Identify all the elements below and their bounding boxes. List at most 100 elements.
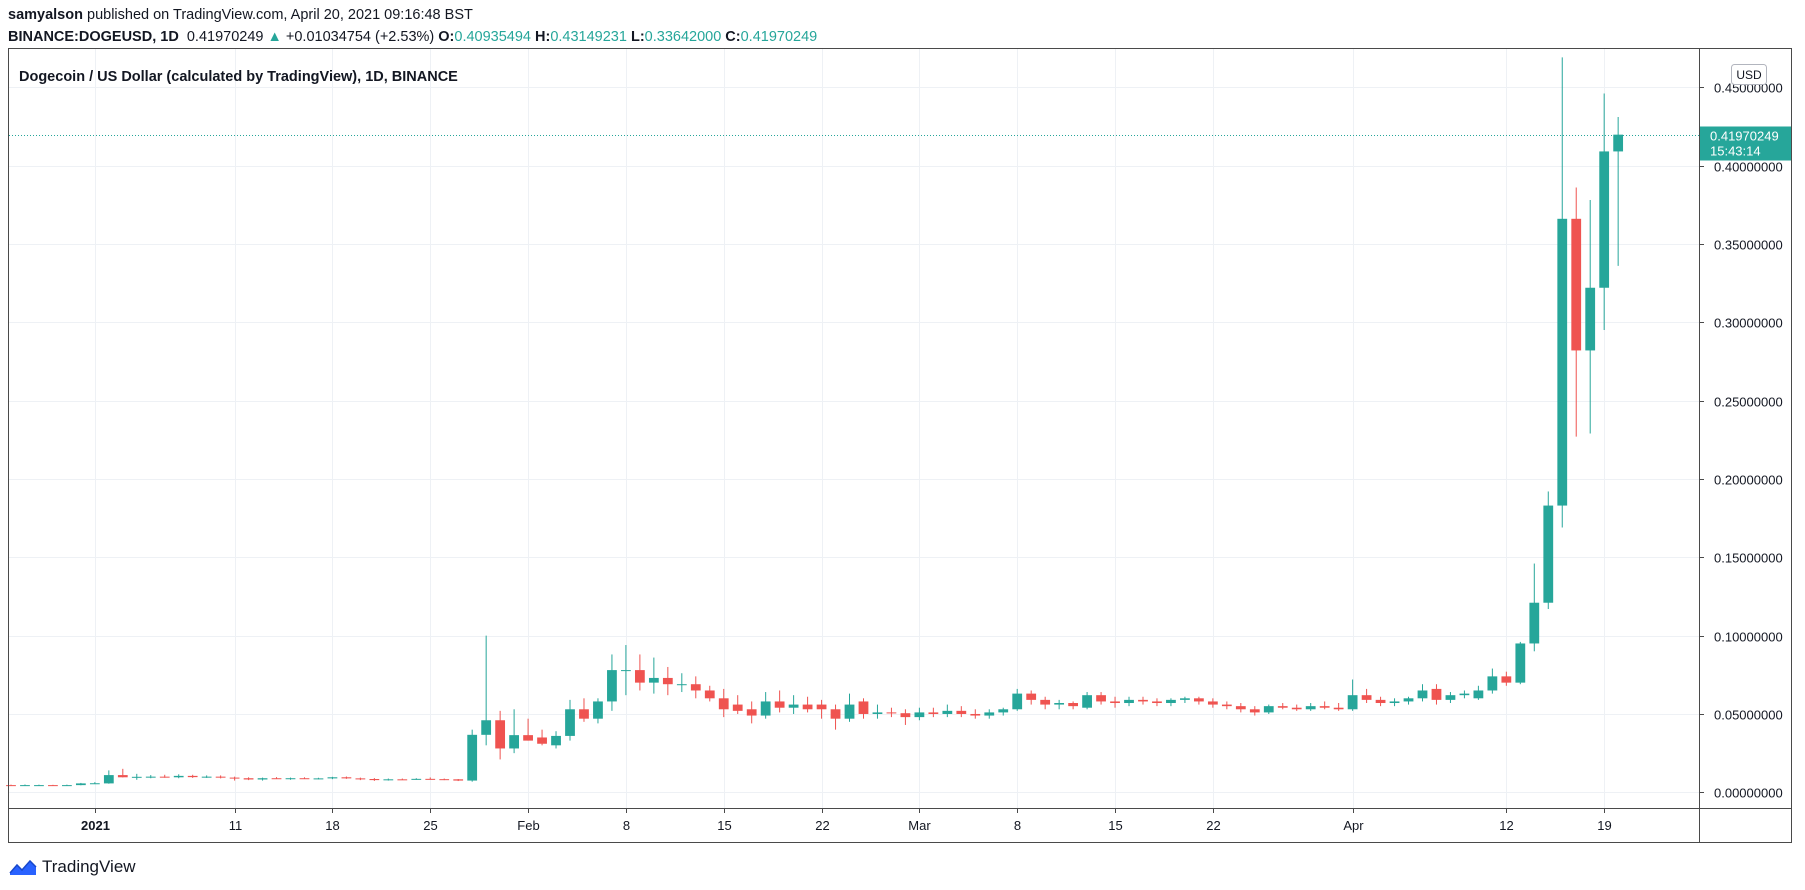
candle-body: [117, 775, 128, 778]
tradingview-footer: TradingView: [8, 854, 136, 880]
candle-body: [20, 785, 30, 787]
candle-body: [425, 778, 436, 780]
candle-body: [439, 779, 450, 781]
x-tick-label: 15: [1108, 818, 1122, 833]
y-tick-label: 0.10000000: [1714, 630, 1783, 645]
low-value: 0.33642000: [644, 29, 722, 45]
candle-body: [1543, 505, 1554, 603]
x-tick-label: Feb: [517, 818, 539, 833]
candle-body: [774, 701, 785, 708]
candle-body: [257, 778, 268, 780]
candle-body: [89, 783, 100, 785]
candle-body: [1585, 287, 1596, 351]
candle-body: [34, 785, 44, 787]
candle-body: [1459, 693, 1470, 696]
author-name[interactable]: samyalson: [8, 7, 83, 23]
candle-body: [1319, 706, 1330, 708]
tradingview-brand[interactable]: TradingView: [42, 857, 136, 876]
candle-body: [523, 735, 533, 741]
candle-body: [313, 778, 324, 780]
candle-body: [1571, 218, 1582, 351]
y-tick-label: 0.35000000: [1714, 238, 1783, 253]
countdown-label: 15:43:14: [1710, 144, 1761, 159]
candle-body: [1152, 701, 1162, 704]
candle-body: [131, 776, 142, 778]
candle-body: [1180, 698, 1190, 700]
candle-body: [914, 712, 925, 718]
x-tick-label: 12: [1499, 818, 1513, 833]
candle-body: [607, 670, 617, 702]
chart-frame: [8, 48, 1792, 843]
candle-body: [886, 712, 897, 714]
candle-body: [285, 778, 296, 780]
y-tick-label: 0.25000000: [1714, 395, 1783, 410]
candle-body: [1082, 695, 1092, 708]
candle-body: [593, 701, 603, 719]
close-label: C:: [725, 29, 741, 45]
candle-body: [509, 735, 519, 749]
candle-body: [1613, 134, 1624, 152]
candle-body: [1473, 690, 1484, 699]
x-tick-label: 8: [623, 818, 630, 833]
currency-box: [1731, 64, 1767, 85]
candle-body: [355, 778, 366, 780]
x-tick-label: 25: [423, 818, 437, 833]
low-label: L:: [630, 29, 645, 45]
candle-body: [621, 670, 631, 672]
candle-body: [1333, 707, 1344, 710]
candle-body: [830, 709, 841, 719]
publish-info: samyalson published on TradingView.com, …: [8, 7, 473, 23]
candle-body: [1417, 690, 1428, 699]
candle-body: [103, 775, 114, 784]
candle-body: [718, 698, 729, 710]
candle-body: [1431, 688, 1442, 700]
candle-body: [579, 709, 589, 719]
candle-body: [746, 709, 757, 716]
candle-body: [1221, 704, 1232, 707]
chart-title: Dogecoin / US Dollar (calculated by Trad…: [19, 69, 458, 85]
candle-body: [1403, 698, 1414, 702]
candle-body: [1026, 693, 1037, 700]
candle-body: [1207, 701, 1218, 705]
candle-body: [173, 775, 184, 778]
candle-body: [1361, 695, 1372, 700]
candle-body: [6, 785, 16, 787]
currency-label: USD: [1736, 68, 1762, 82]
candle-body: [1235, 706, 1246, 710]
x-tick-label: 2021: [81, 818, 110, 833]
x-tick-label: 22: [815, 818, 829, 833]
last-price-label: 0.41970249: [1710, 129, 1779, 144]
x-tick-label: Mar: [908, 818, 931, 833]
candle-body: [872, 712, 883, 714]
candle-body: [411, 778, 422, 780]
candle-body: [467, 734, 478, 781]
tradingview-logo-icon: [9, 859, 37, 875]
candle-body: [1389, 701, 1400, 704]
change-value: +0.01034754 (+2.53%): [285, 29, 435, 45]
y-tick-label: 0.15000000: [1714, 551, 1783, 566]
candle-body: [271, 778, 282, 780]
open-value: 0.40935494: [454, 29, 531, 45]
x-tick-label: 19: [1597, 818, 1611, 833]
candle-body: [551, 735, 561, 746]
candle-body: [1068, 703, 1079, 707]
candle-body: [229, 777, 240, 779]
candle-body: [802, 704, 813, 710]
candle-body: [383, 779, 394, 781]
candle-body: [1249, 709, 1260, 713]
x-tick-label: 18: [325, 818, 339, 833]
candle-body: [1347, 695, 1358, 710]
high-label: H:: [535, 29, 551, 45]
candle-body: [998, 709, 1009, 713]
x-tick-label: 15: [717, 818, 731, 833]
x-tick-label: 8: [1014, 818, 1021, 833]
candle-body: [1166, 699, 1176, 704]
candle-body: [75, 783, 86, 786]
candle-body: [1263, 706, 1274, 713]
candle-body: [676, 684, 687, 686]
candle-body: [858, 701, 869, 714]
candle-body: [1529, 602, 1540, 644]
candle-body: [1124, 699, 1134, 704]
x-tick-label: 11: [229, 818, 243, 833]
